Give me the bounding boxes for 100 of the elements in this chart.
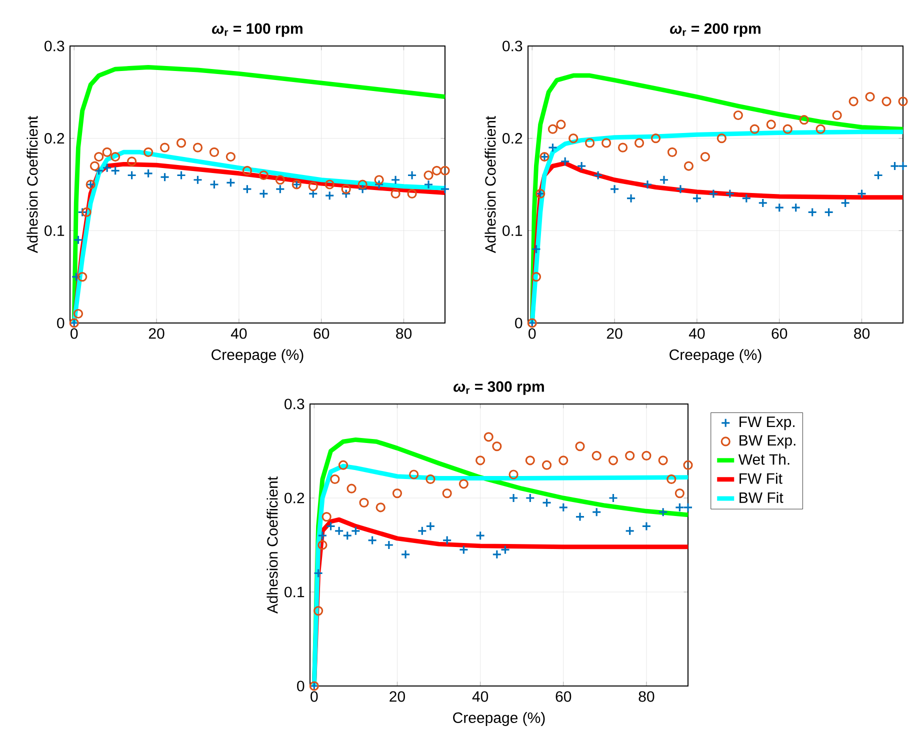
point [750, 124, 760, 134]
point [725, 188, 735, 199]
point [330, 474, 340, 484]
point [102, 147, 112, 157]
y-tick-label: 0.3 [284, 398, 304, 410]
point [390, 175, 400, 185]
point [832, 110, 842, 120]
point [94, 166, 104, 176]
point [143, 168, 154, 178]
point [314, 568, 324, 578]
point [684, 161, 694, 171]
point [390, 188, 400, 199]
point [500, 544, 510, 554]
point [642, 180, 652, 190]
point [525, 493, 535, 503]
point [873, 170, 884, 180]
point [556, 120, 566, 130]
point [82, 207, 92, 217]
point [674, 488, 684, 498]
y-axis-title: Adhesion Coefficient [26, 116, 38, 254]
point [592, 507, 602, 517]
point [898, 161, 908, 171]
point [258, 170, 268, 180]
point [192, 175, 203, 185]
x-tick-label: 0 [310, 691, 318, 702]
point [242, 184, 252, 194]
point [143, 147, 154, 157]
point [890, 161, 900, 171]
point [417, 526, 427, 536]
point [659, 175, 669, 185]
point [374, 175, 384, 185]
point [791, 202, 801, 212]
point [531, 244, 542, 254]
point [442, 536, 452, 546]
point [407, 188, 417, 199]
y-tick-label: 0.2 [284, 492, 304, 504]
point [542, 460, 552, 470]
point [71, 272, 81, 282]
x-tick-label: 60 [556, 691, 572, 702]
point [766, 120, 776, 130]
point [341, 184, 351, 194]
point [575, 442, 585, 452]
x-tick-label: 20 [606, 328, 622, 339]
legend-label: BW Exp. [740, 435, 796, 449]
x-axis-title: Creepage (%) [670, 349, 762, 363]
point [384, 540, 394, 550]
point [275, 184, 285, 194]
point [102, 163, 112, 173]
point [666, 474, 676, 484]
legend-label: FW Exp. [740, 416, 794, 430]
point [476, 530, 486, 540]
point [322, 512, 332, 522]
y-tick-label: 0.3 [44, 40, 64, 52]
point [525, 456, 535, 466]
point [400, 550, 410, 560]
point [308, 182, 318, 192]
point [458, 479, 468, 489]
point [608, 493, 618, 503]
x-tick-label: 40 [472, 691, 488, 702]
point [440, 184, 450, 194]
point [658, 507, 668, 517]
chart-title: ω$_{r}$ = 200 rpm [670, 23, 760, 37]
point [334, 526, 344, 536]
point [865, 92, 875, 102]
point [127, 156, 137, 166]
point [758, 198, 768, 208]
point [407, 170, 417, 180]
legend-label: BW Fit [740, 492, 784, 503]
point [667, 147, 678, 157]
point [275, 175, 285, 185]
point [359, 498, 369, 508]
x-tick-label: 80 [638, 691, 654, 702]
point [708, 188, 718, 199]
x-tick-label: 60 [772, 328, 788, 339]
point [426, 521, 436, 531]
point [318, 530, 328, 540]
point [440, 166, 450, 176]
point [341, 188, 351, 199]
point [848, 96, 858, 106]
point [799, 115, 809, 125]
point [426, 474, 436, 484]
point [898, 96, 908, 106]
point [409, 470, 419, 480]
point [625, 526, 635, 536]
x-tick-label: 20 [148, 328, 164, 339]
point [78, 272, 88, 282]
point [575, 512, 585, 522]
point [733, 110, 743, 120]
x-tick-label: 0 [528, 328, 536, 339]
x-axis-title: Creepage (%) [453, 712, 545, 726]
point [608, 456, 618, 466]
point [127, 170, 137, 180]
point [73, 235, 84, 245]
y-tick-label: 0.1 [44, 225, 64, 236]
point [324, 180, 334, 190]
point [324, 190, 334, 200]
point [338, 460, 348, 470]
point [258, 188, 268, 199]
point [376, 502, 386, 512]
point [531, 272, 542, 282]
